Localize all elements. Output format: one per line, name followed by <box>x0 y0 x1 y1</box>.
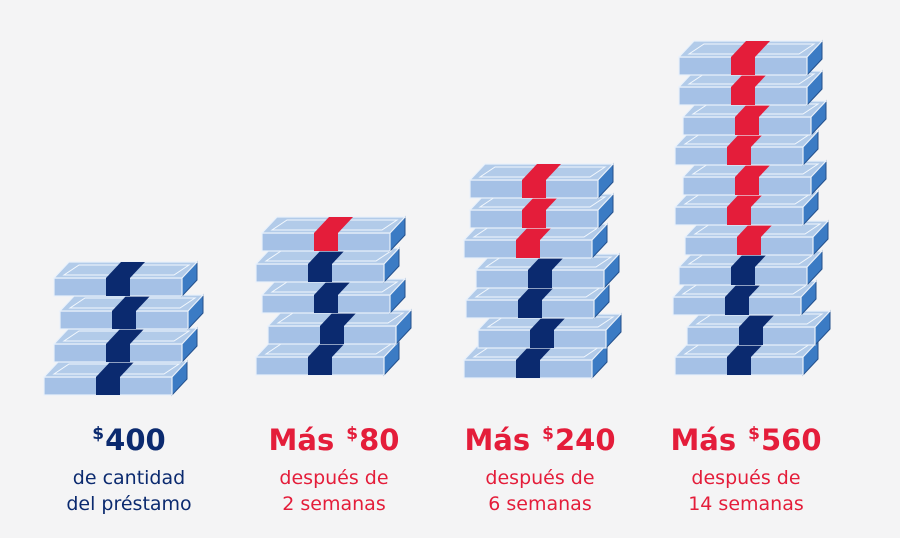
caption-line-2: del préstamo <box>66 493 192 516</box>
bill-icon <box>673 189 820 227</box>
bill-icon <box>266 308 413 346</box>
bill-icon <box>683 219 830 257</box>
stack-560-icon <box>671 39 832 377</box>
bill-icon <box>474 252 621 290</box>
bill-icon <box>52 326 199 364</box>
caption-line-2: 2 semanas <box>282 493 386 516</box>
stack-240-icon <box>462 162 623 380</box>
caption-line-1: después de <box>691 467 801 490</box>
headline: Más $80 <box>234 423 434 457</box>
bill-icon <box>42 359 189 397</box>
dollar-sign: $ <box>748 424 760 444</box>
bill-icon <box>260 215 407 253</box>
caption-fee-14-weeks: Más $560 después de 14 semanas <box>646 423 846 517</box>
caption-text: después de 14 semanas <box>646 465 846 517</box>
bill-icon <box>468 192 615 230</box>
bill-icon <box>673 339 820 377</box>
dollar-sign: $ <box>542 424 554 444</box>
headline: Más $240 <box>440 423 640 457</box>
caption-line-1: de cantidad <box>72 467 186 490</box>
bill-icon <box>673 129 820 167</box>
bill-icon <box>464 282 611 320</box>
caption-loan-amount: $400 de cantidad del préstamo <box>29 423 229 517</box>
dollar-sign: $ <box>92 424 105 444</box>
caption-line-1: después de <box>279 467 389 490</box>
amount: 80 <box>359 423 400 457</box>
caption-text: después de 6 semanas <box>440 465 640 517</box>
headline-prefix: Más <box>268 423 335 457</box>
bill-icon <box>462 342 609 380</box>
amount: 560 <box>761 423 822 457</box>
bill-icon <box>681 159 828 197</box>
caption-fee-6-weeks: Más $240 después de 6 semanas <box>440 423 640 517</box>
dollar-sign: $ <box>346 424 359 444</box>
bill-icon <box>52 260 199 298</box>
headline: Más $560 <box>646 423 846 457</box>
bill-icon <box>254 246 401 284</box>
caption-line-2: 6 semanas <box>488 493 592 516</box>
bill-icon <box>260 277 407 315</box>
caption-line-1: después de <box>485 467 595 490</box>
bill-icon <box>677 249 824 287</box>
stack-80-icon <box>254 215 413 377</box>
bill-icon <box>677 69 824 107</box>
bill-icon <box>685 309 832 347</box>
bill-icon <box>476 312 623 350</box>
bill-icon <box>58 293 205 331</box>
stack-400-icon <box>42 260 205 397</box>
bill-icon <box>468 162 615 200</box>
bill-icon <box>254 339 401 377</box>
bill-icon <box>677 39 824 77</box>
bill-icon <box>462 222 609 260</box>
headline: $400 <box>29 423 229 457</box>
amount: 240 <box>555 423 616 457</box>
caption-text: de cantidad del préstamo <box>29 465 229 517</box>
bill-icon <box>671 279 818 317</box>
bill-icon <box>681 99 828 137</box>
headline-prefix: Más <box>464 423 531 457</box>
caption-text: después de 2 semanas <box>234 465 434 517</box>
headline-prefix: Más <box>670 423 737 457</box>
caption-line-2: 14 semanas <box>688 493 804 516</box>
caption-fee-2-weeks: Más $80 después de 2 semanas <box>234 423 434 517</box>
amount: 400 <box>105 423 166 457</box>
